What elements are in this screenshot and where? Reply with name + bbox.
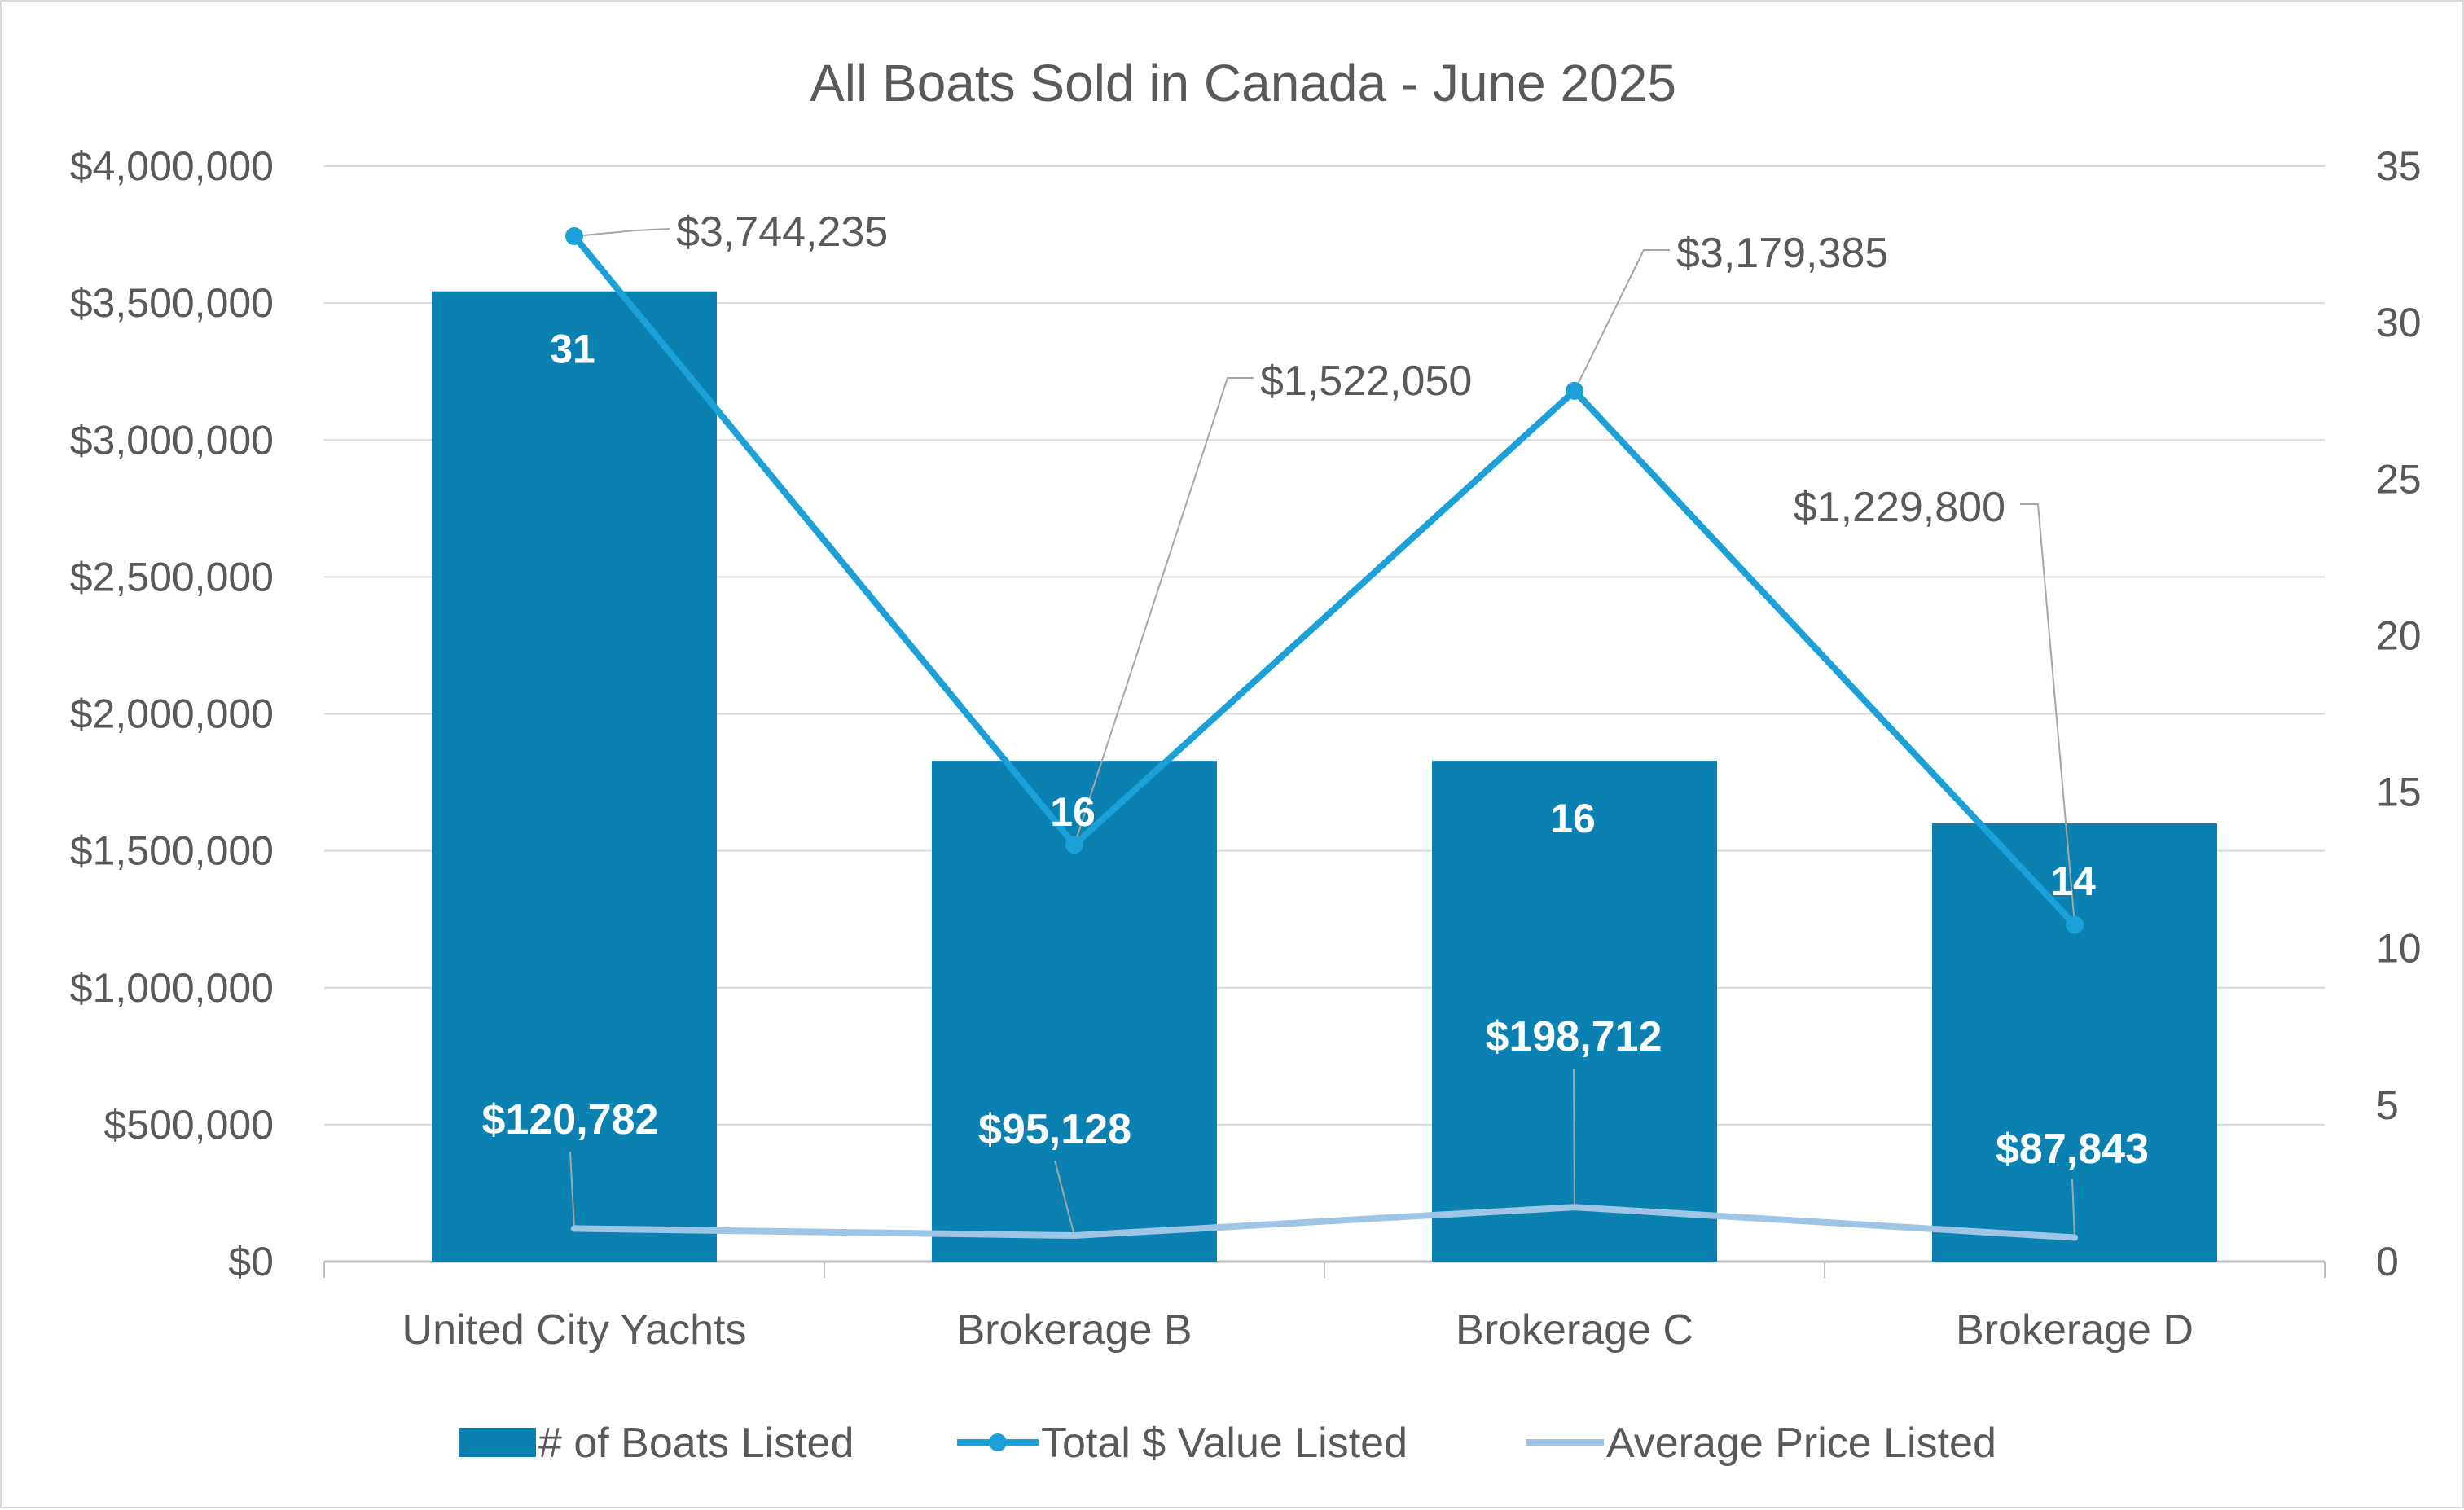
total-value-marker bbox=[565, 227, 583, 246]
avg-label-leader bbox=[1054, 1160, 1075, 1236]
left-tick-label: $3,000,000 bbox=[70, 417, 274, 463]
right-tick-label: 35 bbox=[2376, 143, 2422, 189]
category-label: Brokerage D bbox=[1956, 1306, 2194, 1354]
avg-label-leader bbox=[2071, 1179, 2075, 1238]
left-tick-label: $2,000,000 bbox=[70, 691, 274, 737]
total-value-marker bbox=[1566, 381, 1583, 400]
category-label: United City Yachts bbox=[402, 1306, 747, 1354]
avg-label-leader bbox=[1573, 1068, 1575, 1208]
left-tick-label: $1,500,000 bbox=[70, 828, 274, 874]
right-tick-label: 5 bbox=[2376, 1082, 2399, 1128]
total-label-leader bbox=[1074, 377, 1254, 845]
left-tick-label: $500,000 bbox=[103, 1102, 274, 1148]
bar-value-label: 14 bbox=[2050, 858, 2096, 904]
left-tick-label: $2,500,000 bbox=[70, 554, 274, 599]
total-label-leader bbox=[573, 228, 670, 237]
avg-price-label: $120,782 bbox=[482, 1096, 659, 1143]
left-tick-label: $4,000,000 bbox=[70, 143, 274, 189]
bar bbox=[432, 291, 717, 1262]
total-value-line bbox=[571, 233, 2078, 928]
legend-label-avg: Average Price Listed bbox=[1606, 1420, 1996, 1467]
category-label: Brokerage B bbox=[956, 1306, 1192, 1354]
total-label-leader bbox=[1574, 249, 1670, 392]
bars-series bbox=[432, 291, 2217, 1262]
right-tick-label: 15 bbox=[2376, 770, 2422, 815]
legend-marker-total bbox=[989, 1433, 1007, 1451]
avg-price-label: $95,128 bbox=[978, 1106, 1131, 1153]
right-tick-label: 20 bbox=[2376, 612, 2422, 658]
avg-price-label: $198,712 bbox=[1486, 1013, 1662, 1060]
total-value-label: $3,179,385 bbox=[1676, 230, 1888, 277]
category-label: Brokerage C bbox=[1456, 1306, 1693, 1354]
total-value-label: $1,522,050 bbox=[1260, 358, 1472, 405]
total-value-label: $1,229,800 bbox=[1794, 484, 2005, 531]
left-tick-label: $0 bbox=[228, 1239, 274, 1284]
avg-price-line bbox=[571, 1204, 2078, 1241]
legend: # of Boats Listed Total $ Value Listed Ave… bbox=[459, 1420, 1996, 1467]
left-tick-label: $3,500,000 bbox=[70, 280, 274, 326]
total-value-marker bbox=[1065, 836, 1083, 854]
data-labels: 31 16 16 14 $3,744,235 $1,522,050 $3,179,385 $1… bbox=[482, 209, 2149, 1173]
legend-label-bars: # of Boats Listed bbox=[538, 1420, 854, 1467]
right-tick-label: 30 bbox=[2376, 300, 2422, 345]
total-value-label: $3,744,235 bbox=[676, 209, 888, 256]
right-axis: 0 5 10 15 20 25 30 35 bbox=[2376, 143, 2422, 1284]
line-series bbox=[565, 227, 2084, 1241]
total-label-leader bbox=[2020, 503, 2075, 925]
right-tick-label: 10 bbox=[2376, 926, 2422, 972]
legend-label-total: Total $ Value Listed bbox=[1041, 1420, 1408, 1467]
x-axis: United City Yachts Brokerage B Brokerage C… bbox=[323, 1262, 2326, 1354]
legend-swatch-bars bbox=[459, 1428, 536, 1457]
avg-price-label: $87,843 bbox=[1996, 1126, 2149, 1173]
right-tick-label: 25 bbox=[2376, 456, 2422, 502]
bar-value-label: 31 bbox=[550, 327, 595, 372]
bar bbox=[1932, 823, 2217, 1262]
avg-label-leader bbox=[569, 1151, 575, 1229]
left-axis: $0 $500,000 $1,000,000 $1,500,000 $2,000,000… bbox=[70, 143, 274, 1284]
right-tick-label: 0 bbox=[2376, 1239, 2399, 1284]
chart-title: All Boats Sold in Canada - June 2025 bbox=[810, 54, 1676, 112]
bar-value-label: 16 bbox=[1050, 789, 1096, 835]
leader-lines bbox=[569, 228, 2075, 1238]
bar-value-label: 16 bbox=[1550, 796, 1596, 841]
total-value-marker bbox=[2066, 915, 2084, 934]
left-tick-label: $1,000,000 bbox=[70, 965, 274, 1011]
